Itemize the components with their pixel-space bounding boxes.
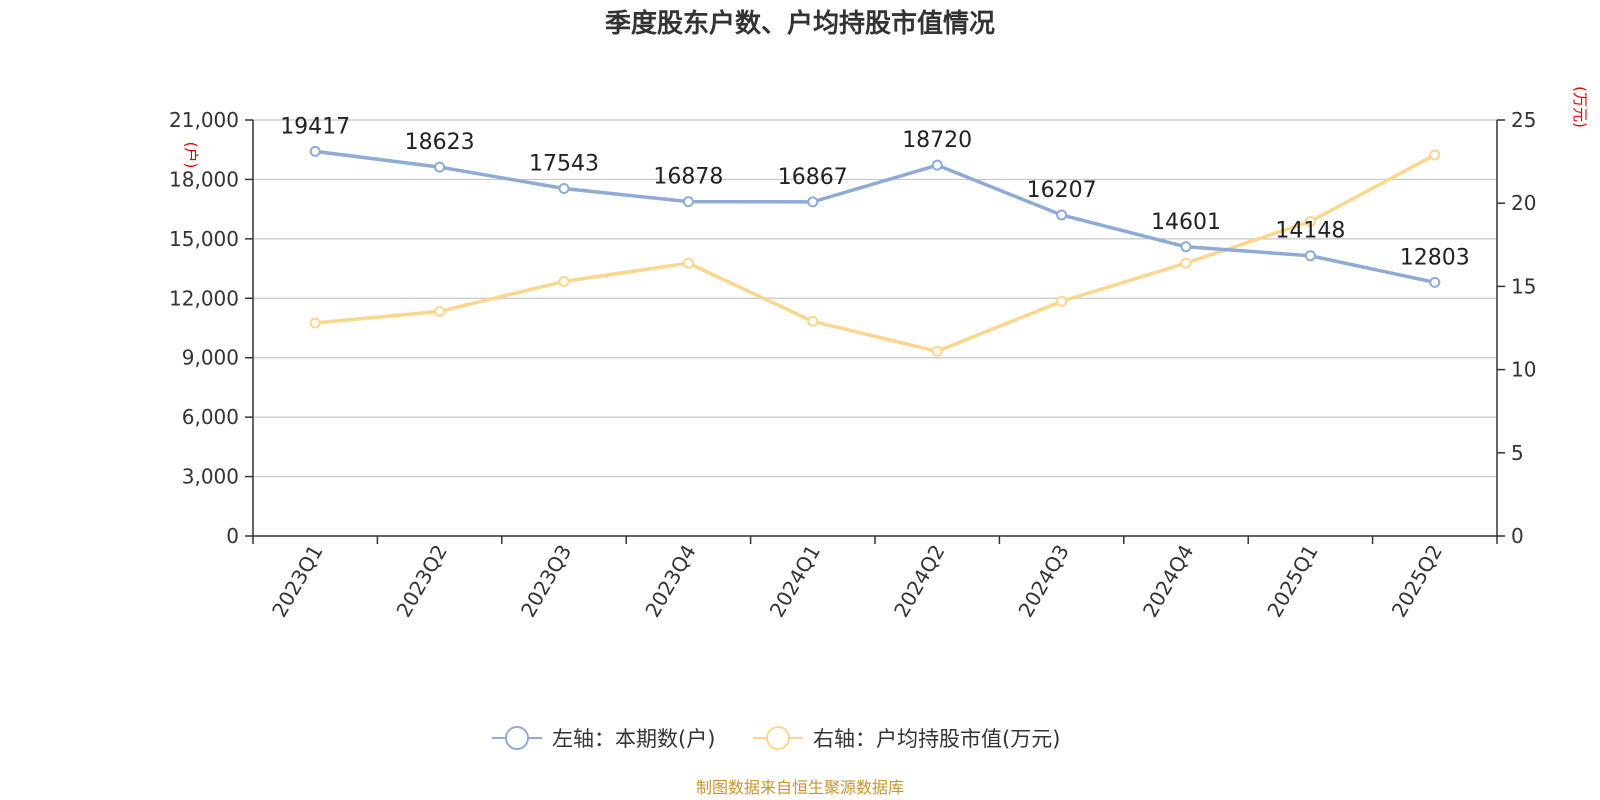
data-point-left[interactable] xyxy=(931,159,943,171)
x-tick-label: 2023Q4 xyxy=(640,541,700,622)
data-point-left[interactable] xyxy=(1056,209,1068,221)
data-label: 18623 xyxy=(405,130,475,155)
series-layer xyxy=(309,145,1441,357)
x-tick-label: 2024Q2 xyxy=(889,540,949,621)
data-label: 16867 xyxy=(778,165,848,190)
data-label: 14601 xyxy=(1151,210,1221,235)
right-tick-label: 10 xyxy=(1511,358,1536,382)
left-tick-label: 21,000 xyxy=(169,108,239,132)
left-tick-label: 3,000 xyxy=(182,465,239,489)
data-label: 16207 xyxy=(1027,178,1097,203)
left-tick-label: 15,000 xyxy=(169,227,239,251)
data-label: 18720 xyxy=(902,128,972,153)
data-point-right[interactable] xyxy=(558,275,570,287)
chart-title: 季度股东户数、户均持股市值情况 xyxy=(605,8,995,39)
source-note: 制图数据来自恒生聚源数据库 xyxy=(696,778,904,797)
data-label: 14148 xyxy=(1275,219,1345,244)
legend-item-right-series[interactable]: 右轴：户均持股市值(万元) xyxy=(753,726,1060,751)
right-axis-ticks: 0 5 10 15 20 25 xyxy=(1497,108,1536,548)
legend-label-right: 右轴：户均持股市值(万元) xyxy=(813,727,1060,751)
data-point-right[interactable] xyxy=(931,345,943,357)
x-tick-label: 2023Q2 xyxy=(391,541,451,622)
right-tick-label: 25 xyxy=(1511,108,1536,132)
x-tick-label: 2025Q1 xyxy=(1262,541,1322,622)
data-label: 16878 xyxy=(653,165,723,190)
data-point-left[interactable] xyxy=(1429,276,1441,288)
data-point-left[interactable] xyxy=(682,196,694,208)
left-tick-label: 12,000 xyxy=(169,286,239,310)
right-axis-unit: (万元) xyxy=(1571,86,1589,128)
data-point-right[interactable] xyxy=(1056,295,1068,307)
left-tick-label: 9,000 xyxy=(182,346,239,370)
right-tick-label: 5 xyxy=(1511,441,1524,465)
right-tick-label: 20 xyxy=(1511,191,1536,215)
grid-lines xyxy=(253,119,1497,478)
data-point-right[interactable] xyxy=(1429,149,1441,161)
legend: 左轴：本期数(户) 右轴：户均持股市值(万元) xyxy=(492,726,1060,751)
right-tick-label: 0 xyxy=(1511,524,1524,548)
left-axis-ticks: 0 3,000 6,000 9,000 12,000 15,000 18,000 21,000 xyxy=(169,108,253,548)
left-tick-label: 0 xyxy=(226,524,239,548)
data-point-left[interactable] xyxy=(558,182,570,194)
data-point-left[interactable] xyxy=(807,196,819,208)
legend-item-left-series[interactable]: 左轴：本期数(户) xyxy=(492,726,715,751)
data-point-right[interactable] xyxy=(807,315,819,327)
data-point-left[interactable] xyxy=(1180,241,1192,253)
x-tick-label: 2024Q1 xyxy=(765,541,825,622)
x-tick-label: 2023Q1 xyxy=(267,541,327,622)
series-line-right xyxy=(315,153,1436,354)
right-tick-label: 15 xyxy=(1511,274,1536,298)
left-tick-label: 18,000 xyxy=(169,167,239,191)
data-label: 12803 xyxy=(1400,245,1470,270)
data-label: 17543 xyxy=(529,151,599,176)
legend-label-left: 左轴：本期数(户) xyxy=(552,727,715,751)
data-labels: 19417 18623 17543 16878 16867 18720 16207 14601… xyxy=(280,114,1470,270)
data-point-left[interactable] xyxy=(1304,250,1316,262)
data-point-left[interactable] xyxy=(309,145,321,157)
series-line-left xyxy=(314,149,1436,285)
legend-marker-right xyxy=(766,726,790,750)
x-axis-ticks: 2023Q1 2023Q2 2023Q3 2023Q4 2024Q1 2024Q2 2024… xyxy=(252,536,1498,622)
data-point-right[interactable] xyxy=(1180,257,1192,269)
left-tick-label: 6,000 xyxy=(182,405,239,429)
data-point-right[interactable] xyxy=(1304,216,1316,228)
data-point-right[interactable] xyxy=(309,317,321,329)
x-tick-label: 2024Q4 xyxy=(1138,541,1198,622)
legend-marker-left xyxy=(505,726,529,750)
data-point-right[interactable] xyxy=(434,305,446,317)
x-tick-label: 2024Q3 xyxy=(1013,541,1073,622)
left-axis-unit: (户) xyxy=(182,142,200,169)
x-tick-label: 2025Q2 xyxy=(1387,541,1447,622)
data-point-right[interactable] xyxy=(682,257,694,269)
data-point-left[interactable] xyxy=(434,161,446,173)
x-tick-label: 2023Q3 xyxy=(516,541,576,622)
data-label: 19417 xyxy=(280,114,350,139)
